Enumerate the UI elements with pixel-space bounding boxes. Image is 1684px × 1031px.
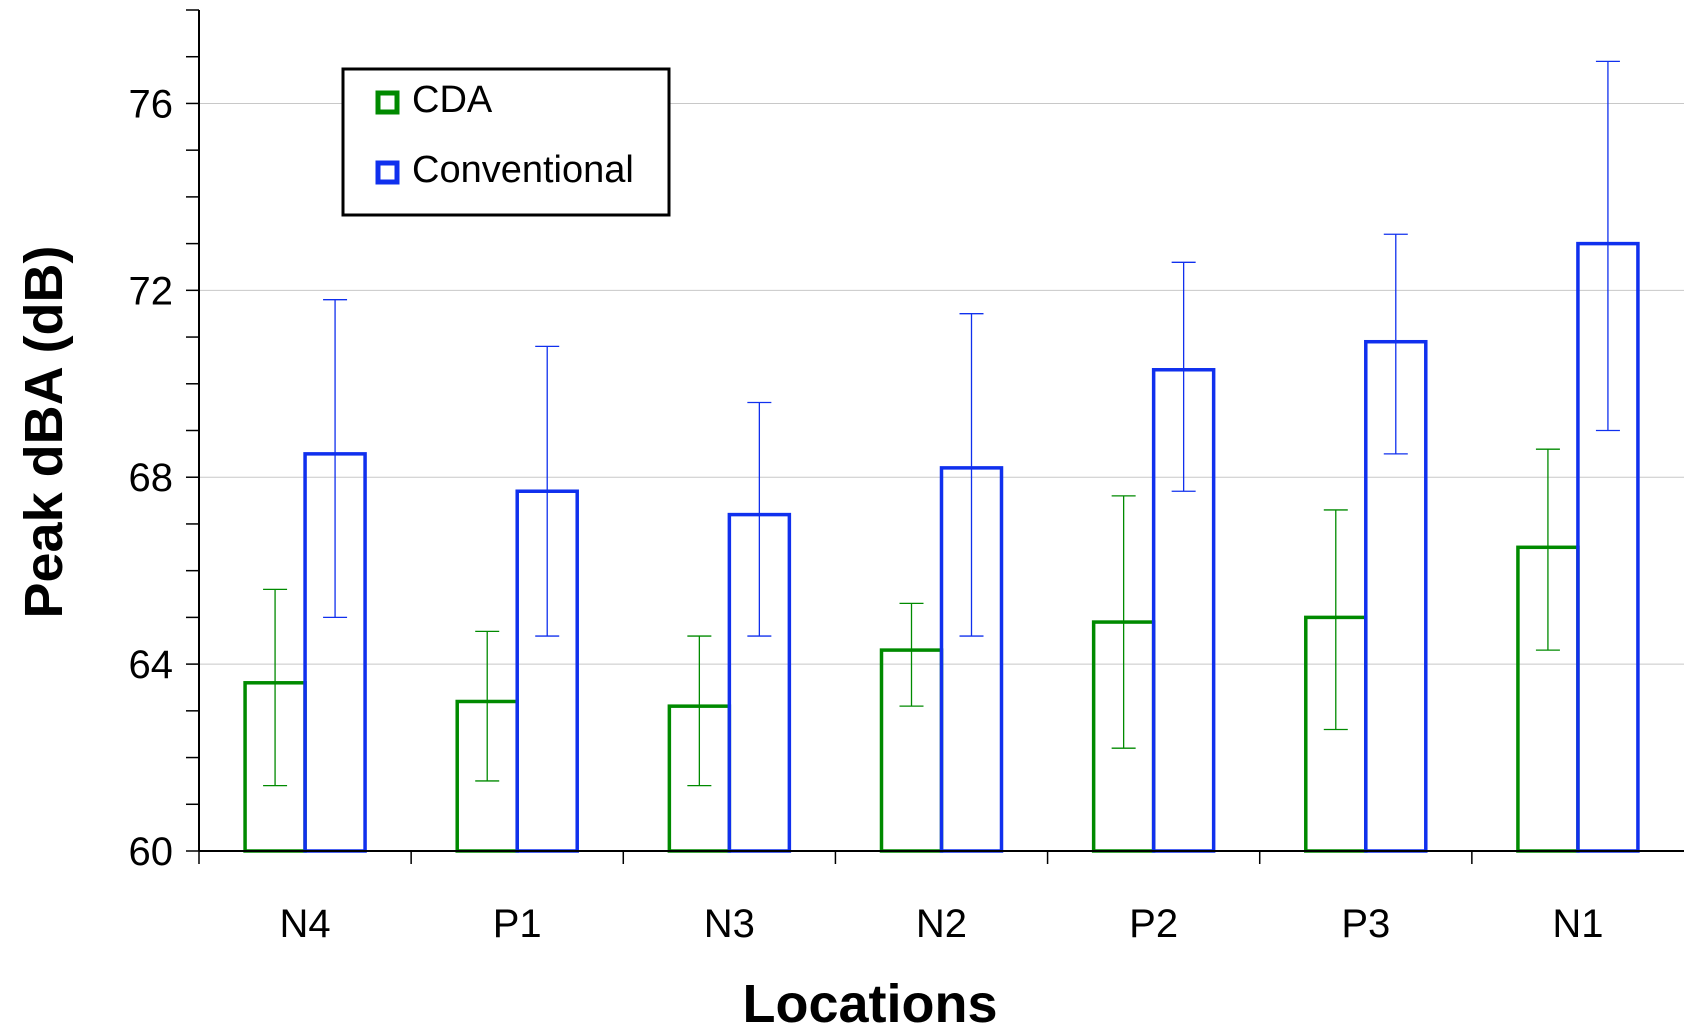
- x-axis-title: Locations: [742, 974, 997, 1031]
- y-tick-label-64: 64: [129, 643, 174, 687]
- x-tick-label-N1: N1: [1552, 902, 1603, 946]
- legend-swatch-conventional: [375, 160, 400, 185]
- legend-swatch-cda: [375, 90, 400, 115]
- x-tick-label-P3: P3: [1341, 902, 1390, 946]
- x-tick-label-N4: N4: [280, 902, 331, 946]
- legend: CDA Conventional: [341, 67, 671, 217]
- axes: [186, 9, 1684, 864]
- x-tick-label-N2: N2: [916, 902, 967, 946]
- bars: [243, 241, 1640, 853]
- tick-labels: 60 64 68 72 76 N4 P1 N3 N2 P2 P3 N1: [129, 82, 1604, 946]
- y-tick-label-68: 68: [129, 456, 174, 500]
- error-bars: [263, 60, 1620, 787]
- legend-label-cda: CDA: [412, 79, 493, 121]
- y-tick-label-76: 76: [129, 82, 174, 126]
- x-tick-label-P1: P1: [493, 902, 542, 946]
- x-tick-label-N3: N3: [704, 902, 755, 946]
- y-tick-label-60: 60: [129, 830, 174, 874]
- legend-label-conventional: Conventional: [412, 149, 634, 191]
- x-tick-label-P2: P2: [1129, 902, 1178, 946]
- y-axis-title: Peak dBA (dB): [14, 245, 74, 618]
- y-tick-label-72: 72: [129, 269, 174, 313]
